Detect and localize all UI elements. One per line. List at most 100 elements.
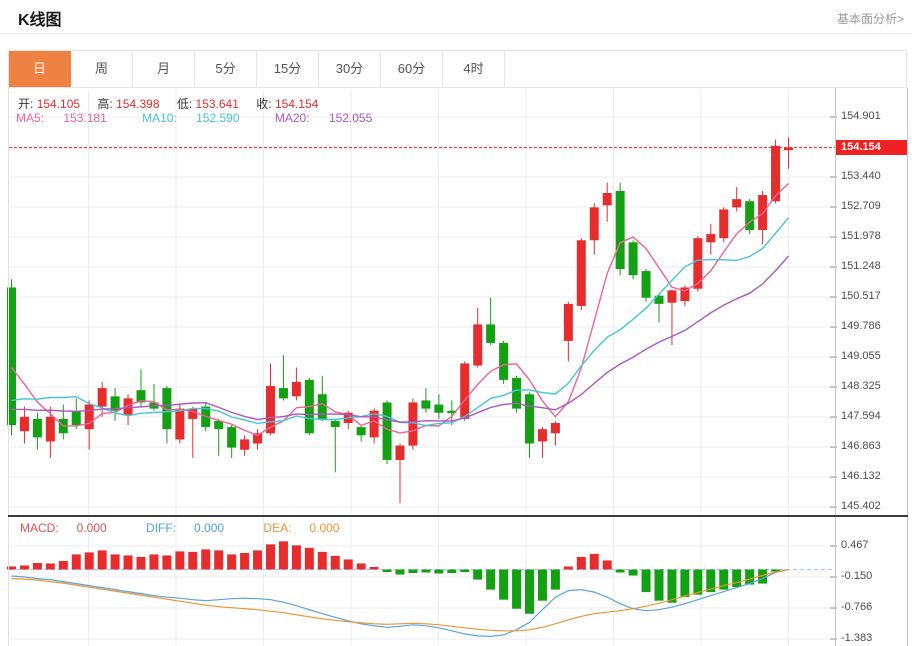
price-axis-label: 147.594 bbox=[841, 410, 881, 423]
macd-bar bbox=[525, 569, 534, 614]
macd-bar bbox=[499, 569, 509, 600]
price-axis-label: 146.132 bbox=[841, 470, 881, 483]
macd-bar bbox=[45, 563, 55, 570]
ma20-legend: MA20: 152.055 bbox=[274, 111, 373, 125]
price-axis-label: 151.248 bbox=[841, 260, 881, 273]
macd-bar bbox=[330, 555, 340, 570]
macd-bar bbox=[654, 569, 664, 601]
macd-bar bbox=[537, 569, 547, 601]
candles bbox=[7, 137, 793, 504]
macd-bar bbox=[343, 559, 353, 570]
macd-bar bbox=[732, 569, 742, 588]
macd-bar bbox=[240, 552, 250, 570]
candle bbox=[758, 190, 768, 245]
macd-bar bbox=[719, 569, 729, 590]
macd-bar bbox=[745, 569, 755, 585]
tab-30分[interactable]: 30分 bbox=[319, 51, 381, 87]
macd-value-legend: MACD: 0.000 bbox=[20, 521, 107, 535]
macd-bar bbox=[19, 565, 29, 570]
macd-bar bbox=[227, 554, 237, 570]
price-axis-label: 145.402 bbox=[841, 500, 881, 513]
candle bbox=[641, 268, 651, 302]
ma5-legend: MA5: 153.181 bbox=[16, 111, 107, 125]
macd-bar bbox=[32, 562, 42, 570]
candle bbox=[421, 388, 431, 413]
fundamental-analysis-link[interactable]: 基本面分析> bbox=[836, 12, 904, 26]
tab-15分[interactable]: 15分 bbox=[257, 51, 319, 87]
candle bbox=[576, 238, 586, 311]
tab-日[interactable]: 日 bbox=[9, 51, 71, 87]
macd-bar bbox=[512, 569, 522, 609]
macd-bar bbox=[188, 551, 198, 570]
open-value: 154.105 bbox=[36, 97, 81, 111]
macd-bar bbox=[447, 569, 457, 574]
macd-bar bbox=[175, 551, 185, 570]
tab-周[interactable]: 周 bbox=[71, 51, 133, 87]
price-axis-label: 151.978 bbox=[841, 230, 881, 243]
macd-axis-label: 0.467 bbox=[841, 539, 869, 552]
macd-bar bbox=[278, 541, 288, 570]
macd-bar bbox=[693, 569, 703, 595]
macd-bar bbox=[123, 555, 133, 570]
macd-bar bbox=[201, 549, 211, 570]
macd-axis-label: -0.150 bbox=[841, 570, 873, 583]
macd-bar bbox=[253, 550, 263, 570]
interval-tab-strip: 日周月 5分 15分 30分 60分 4时 bbox=[8, 50, 907, 88]
candle bbox=[486, 297, 496, 345]
macd-bar bbox=[758, 569, 768, 584]
price-axis-label: 149.055 bbox=[841, 350, 881, 363]
macd-bar bbox=[771, 569, 781, 572]
close-label: 收: bbox=[256, 97, 272, 111]
macd-bar bbox=[7, 566, 16, 570]
candle bbox=[84, 400, 94, 450]
candle bbox=[19, 406, 29, 444]
macd-bar bbox=[356, 563, 366, 570]
macd-bar bbox=[641, 569, 651, 593]
tab-4时[interactable]: 4时 bbox=[443, 51, 505, 87]
macd-bar bbox=[486, 569, 496, 590]
price-axis-label: 148.325 bbox=[841, 380, 881, 393]
close-value: 154.154 bbox=[274, 97, 319, 111]
tab-5分[interactable]: 5分 bbox=[195, 51, 257, 87]
y-axis-line bbox=[835, 88, 836, 646]
candle bbox=[382, 400, 392, 465]
macd-bar bbox=[680, 569, 690, 598]
macd-histogram bbox=[7, 541, 781, 614]
candle bbox=[45, 406, 55, 458]
tab-60分[interactable]: 60分 bbox=[381, 51, 443, 87]
low-value: 153.641 bbox=[195, 97, 239, 111]
macd-bar bbox=[266, 544, 275, 570]
macd-bar bbox=[291, 545, 301, 570]
macd-legend: MACD: 0.000 DIFF: 0.000 DEA: 0.000 bbox=[20, 521, 375, 535]
macd-bar bbox=[214, 550, 224, 570]
candle bbox=[602, 182, 612, 222]
candle bbox=[253, 429, 263, 450]
gridlines bbox=[9, 89, 835, 645]
macd-bar bbox=[395, 569, 405, 575]
macd-bar bbox=[421, 569, 431, 573]
tab-月[interactable]: 月 bbox=[133, 51, 195, 87]
ma10-legend: MA10: 152.590 bbox=[142, 111, 240, 125]
candle bbox=[771, 139, 781, 204]
candle bbox=[719, 207, 729, 243]
candle bbox=[408, 398, 418, 450]
macd-bar bbox=[473, 569, 483, 580]
macd-bar bbox=[563, 566, 573, 570]
candle bbox=[227, 425, 237, 458]
candle bbox=[291, 367, 301, 401]
candle bbox=[706, 223, 716, 255]
macd-bar bbox=[110, 554, 120, 570]
candle bbox=[162, 386, 172, 444]
macd-bar bbox=[84, 552, 94, 570]
candle bbox=[654, 293, 664, 323]
candle bbox=[434, 394, 444, 419]
pane-divider bbox=[8, 515, 908, 517]
price-axis-label: 150.517 bbox=[841, 290, 881, 303]
candle bbox=[784, 137, 793, 169]
candle bbox=[149, 383, 159, 411]
dea-line bbox=[11, 568, 789, 632]
candle bbox=[745, 199, 755, 235]
ohlc-readout: 开: 154.105 高: 154.398 低: 153.641 收: 154.… bbox=[18, 95, 332, 112]
